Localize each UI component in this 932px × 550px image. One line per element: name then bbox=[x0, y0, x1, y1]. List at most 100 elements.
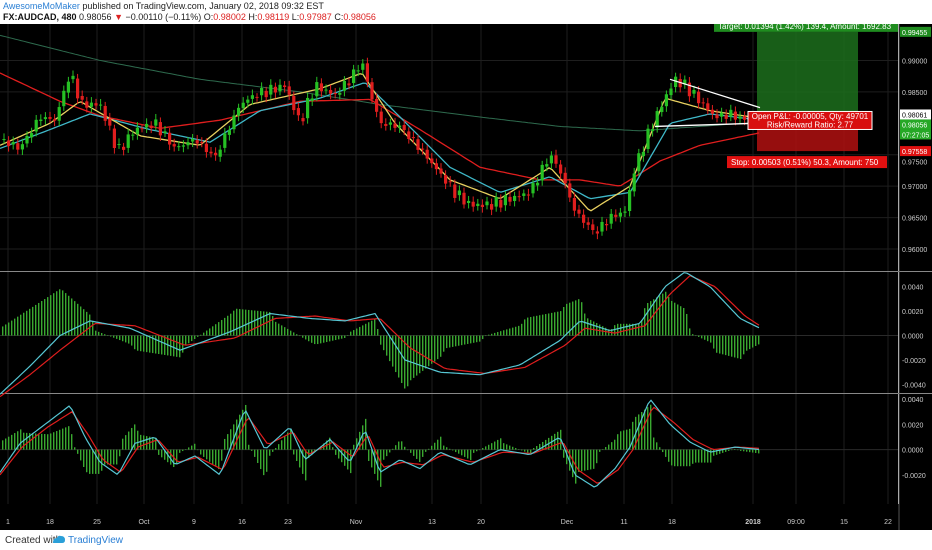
candle-body bbox=[733, 111, 737, 120]
histogram-bar bbox=[737, 335, 739, 359]
histogram-bar bbox=[233, 310, 235, 336]
candle-body bbox=[287, 86, 291, 95]
low-label: L: bbox=[291, 12, 300, 22]
tradingview-brand[interactable]: TradingView bbox=[68, 535, 124, 546]
candle-body bbox=[554, 155, 558, 164]
candle-body bbox=[595, 231, 599, 234]
histogram-bar bbox=[335, 449, 337, 455]
macd-tick-label: -0.0020 bbox=[902, 473, 926, 480]
histogram-bar bbox=[188, 335, 190, 344]
time-tick-label: 25 bbox=[93, 519, 101, 526]
histogram-bar bbox=[269, 311, 271, 336]
histogram-bar bbox=[65, 293, 67, 336]
histogram-bar bbox=[275, 321, 277, 336]
candle-body bbox=[664, 94, 668, 107]
price-tag-bg-5 bbox=[900, 129, 931, 140]
histogram-bar bbox=[161, 449, 163, 458]
histogram-bar bbox=[218, 322, 220, 336]
histogram-bar bbox=[260, 449, 262, 470]
histogram-bar bbox=[527, 449, 529, 453]
histogram-bar bbox=[665, 291, 667, 336]
histogram-bar bbox=[524, 319, 526, 336]
histogram-bar bbox=[731, 449, 733, 451]
histogram-bar bbox=[32, 433, 34, 450]
histogram-bar bbox=[23, 312, 25, 336]
histogram-bar bbox=[446, 335, 448, 349]
histogram-bar bbox=[350, 331, 352, 336]
candle-body bbox=[513, 195, 517, 202]
histogram-bar bbox=[170, 449, 172, 465]
chart-area[interactable]: Target: 0.01394 (1.42%) 139.4, Amount: 1… bbox=[0, 24, 932, 530]
histogram-bar bbox=[122, 438, 124, 450]
histogram-bar bbox=[488, 444, 490, 450]
candle-body bbox=[655, 111, 659, 128]
histogram-bar bbox=[65, 427, 67, 450]
histogram-bar bbox=[356, 328, 358, 336]
moving-average-2 bbox=[0, 82, 760, 200]
histogram-bar bbox=[467, 335, 469, 344]
author-link[interactable]: AwesomeMoMaker bbox=[3, 1, 80, 11]
histogram-bar bbox=[353, 330, 355, 336]
candle-body bbox=[457, 190, 461, 196]
price-change: −0.00110 (−0.11%) bbox=[125, 12, 202, 22]
histogram-bar bbox=[101, 449, 103, 471]
histogram-bar bbox=[413, 449, 415, 456]
histogram-bar bbox=[11, 434, 13, 450]
histogram-bar bbox=[542, 441, 544, 450]
histogram-bar bbox=[167, 335, 169, 356]
histogram-bar bbox=[326, 335, 328, 343]
histogram-bar bbox=[617, 434, 619, 450]
histogram-bar bbox=[680, 449, 682, 467]
macd-tick-label: -0.0040 bbox=[902, 382, 926, 389]
histogram-bar bbox=[227, 315, 229, 336]
candle-body bbox=[319, 83, 323, 92]
high-label: H: bbox=[248, 12, 258, 22]
histogram-bar bbox=[383, 335, 385, 351]
histogram-bar bbox=[485, 335, 487, 337]
histogram-bar bbox=[167, 449, 169, 463]
histogram-bar bbox=[620, 431, 622, 450]
histogram-bar bbox=[425, 335, 427, 369]
histogram-bar bbox=[365, 418, 367, 450]
histogram-bar bbox=[701, 449, 703, 463]
symbol-label[interactable]: FX:AUDCAD, 480 bbox=[3, 12, 77, 22]
histogram-bar bbox=[194, 335, 196, 339]
histogram-bar bbox=[554, 312, 556, 336]
target-label: Target: 0.01394 (1.42%) 139.4, Amount: 1… bbox=[718, 24, 892, 31]
histogram-bar bbox=[458, 335, 460, 346]
histogram-bar bbox=[695, 449, 697, 463]
candle-body bbox=[181, 145, 185, 147]
histogram-bar bbox=[692, 449, 694, 464]
candle-body bbox=[559, 164, 563, 174]
candle-body bbox=[324, 89, 328, 91]
histogram-bar bbox=[719, 335, 721, 354]
histogram-bar bbox=[419, 335, 421, 374]
histogram-bar bbox=[464, 335, 466, 345]
histogram-bar bbox=[521, 323, 523, 336]
histogram-bar bbox=[515, 326, 517, 336]
candle-body bbox=[347, 83, 351, 86]
last-price: 0.98056 bbox=[79, 12, 112, 22]
price-tick-label: 0.98061 bbox=[902, 112, 927, 119]
histogram-bar bbox=[86, 449, 88, 473]
histogram-bar bbox=[269, 449, 271, 456]
candle-body bbox=[637, 153, 641, 172]
histogram-bar bbox=[278, 323, 280, 336]
candle-body bbox=[30, 133, 34, 138]
histogram-bar bbox=[152, 335, 154, 354]
histogram-bar bbox=[83, 309, 85, 336]
candle-body bbox=[356, 70, 360, 72]
histogram-bar bbox=[563, 449, 565, 458]
histogram-bar bbox=[518, 325, 520, 336]
histogram-bar bbox=[149, 335, 151, 353]
histogram-bar bbox=[755, 335, 757, 346]
histogram-bar bbox=[401, 441, 403, 450]
candle-body bbox=[223, 133, 227, 148]
histogram-bar bbox=[593, 321, 595, 336]
histogram-bar bbox=[119, 449, 121, 457]
candle-body bbox=[333, 93, 337, 95]
candle-body bbox=[572, 198, 576, 211]
histogram-bar bbox=[320, 335, 322, 344]
histogram-bar bbox=[122, 335, 124, 342]
histogram-bar bbox=[758, 335, 760, 345]
